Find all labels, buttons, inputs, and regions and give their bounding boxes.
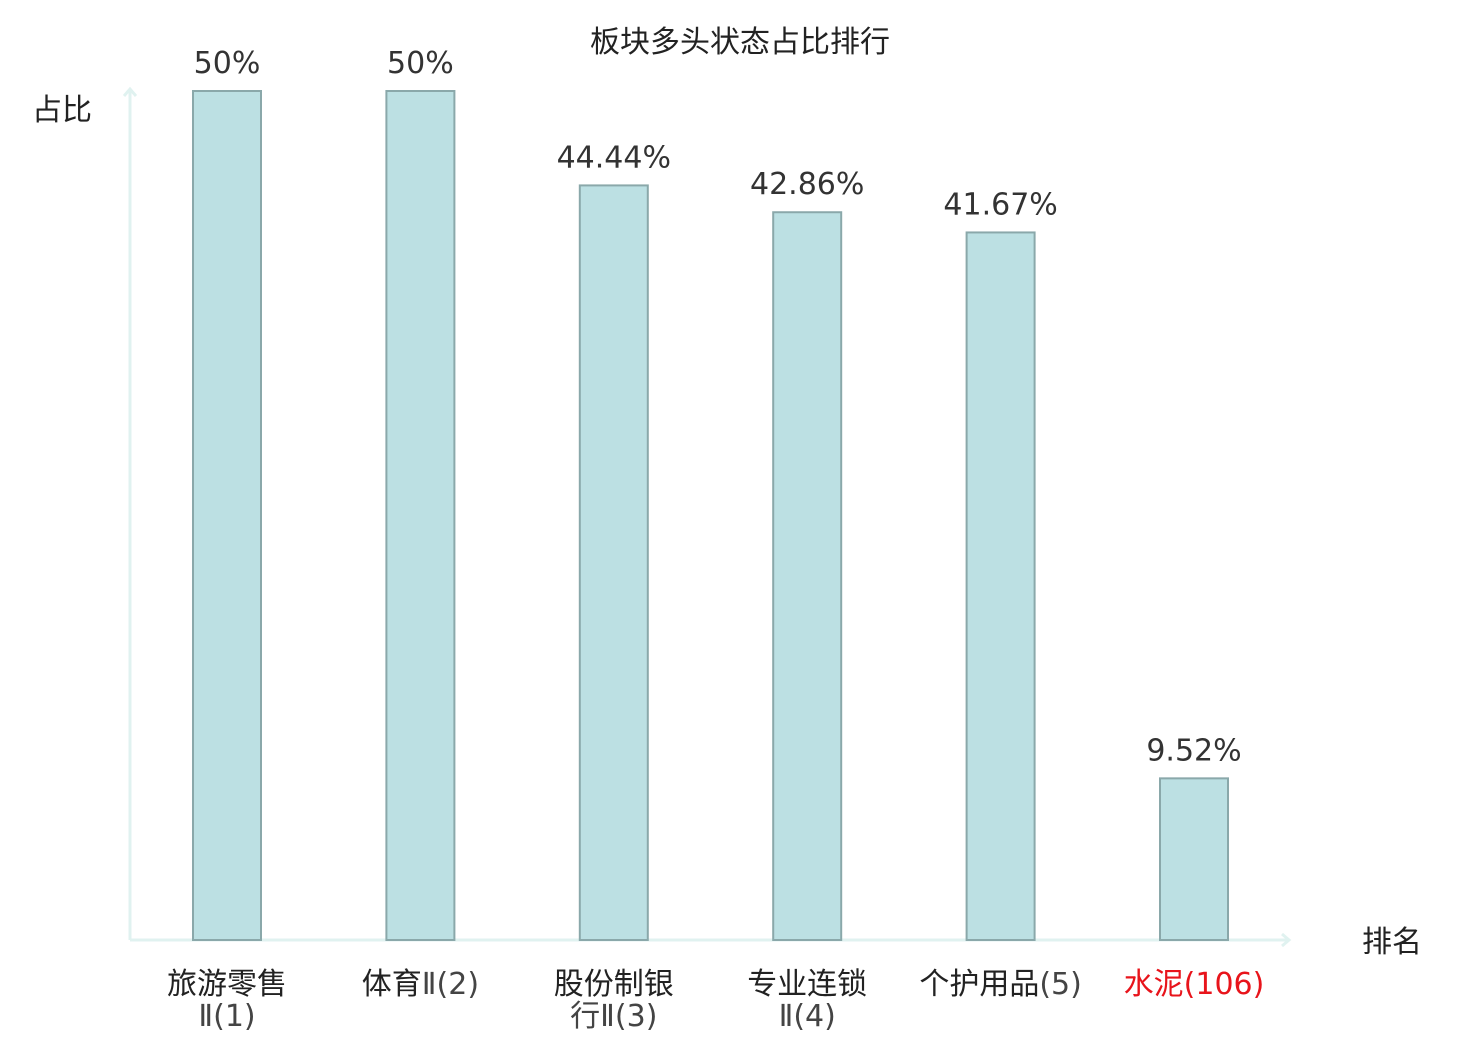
bar-5 xyxy=(965,231,1036,941)
data-label-5: 41.67% xyxy=(943,187,1057,222)
category-label-2: 体育Ⅱ(2) xyxy=(362,967,479,1002)
category-label-5: 个护用品(5) xyxy=(919,967,1082,1002)
category-rank-1: Ⅱ(1) xyxy=(198,999,255,1034)
category-label-1: 旅游零售 xyxy=(167,967,287,1002)
data-label-1: 50% xyxy=(194,46,261,81)
data-label-3: 44.44% xyxy=(557,140,671,175)
bar-1 xyxy=(192,90,262,941)
category-rank-4: Ⅱ(4) xyxy=(779,999,836,1034)
data-label-4: 42.86% xyxy=(750,167,864,202)
bar-6 xyxy=(1159,777,1229,941)
bar-2 xyxy=(385,90,456,941)
bar-3 xyxy=(578,184,649,941)
x-axis-label: 排名 xyxy=(1362,925,1422,960)
category-rank-3: 行Ⅱ(3) xyxy=(570,999,657,1034)
category-label-3: 股份制银 xyxy=(554,967,674,1002)
category-label-6: 水泥(106) xyxy=(1124,967,1265,1002)
data-label-6: 9.52% xyxy=(1146,733,1241,768)
category-label-4: 专业连锁 xyxy=(747,967,867,1002)
y-axis-label: 占比 xyxy=(32,93,92,128)
chart-title: 板块多头状态占比排行 xyxy=(590,25,890,60)
bar-4 xyxy=(772,211,843,942)
data-label-2: 50% xyxy=(387,46,454,81)
